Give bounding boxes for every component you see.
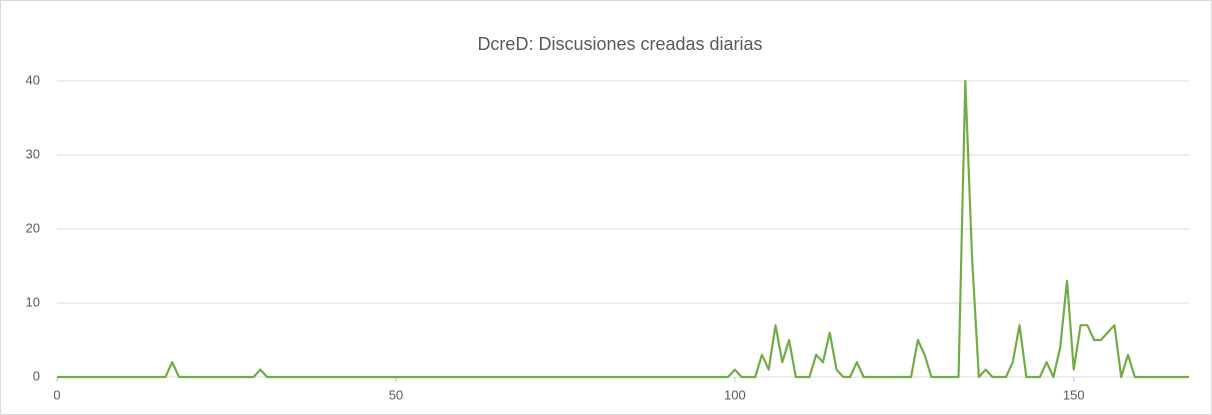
data-line bbox=[57, 79, 1189, 379]
y-tick-label: 20 bbox=[26, 220, 40, 235]
y-tick-label: 30 bbox=[26, 146, 40, 161]
y-tick-label: 10 bbox=[26, 294, 40, 309]
chart-title: DcreD: Discusiones creadas diarias bbox=[477, 34, 762, 54]
x-tick-label: 150 bbox=[1063, 387, 1085, 402]
x-tick-label: 100 bbox=[724, 387, 746, 402]
y-tick-label: 0 bbox=[33, 368, 40, 383]
x-tick-label: 0 bbox=[53, 387, 60, 402]
x-tick-label: 50 bbox=[389, 387, 403, 402]
y-tick-label: 40 bbox=[26, 72, 40, 87]
